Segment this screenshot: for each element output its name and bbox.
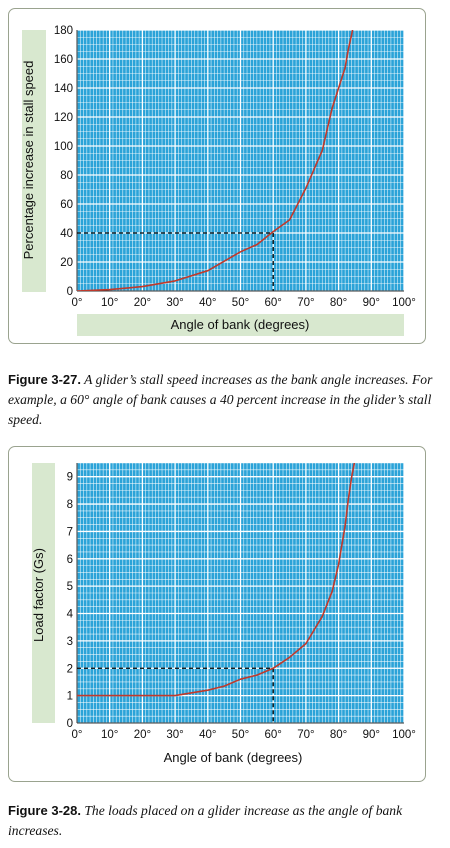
y-tick-label: 5: [67, 581, 73, 593]
x-tick-label: 50°: [232, 297, 249, 309]
figure-caption-3-28: Figure 3-28. The loads placed on a glide…: [8, 801, 433, 841]
y-tick-label: 40: [60, 228, 73, 240]
y-tick-label: 0: [67, 286, 73, 298]
y-tick-label: 7: [67, 526, 73, 538]
figure-caption-3-27: Figure 3-27. A glider’s stall speed incr…: [8, 370, 433, 430]
x-tick-label: 50°: [232, 729, 249, 741]
x-tick-label: 30°: [166, 297, 183, 309]
major-horizontal-grid: [77, 29, 404, 292]
x-tick-label: 40°: [199, 297, 216, 309]
y-tick-label: 9: [67, 472, 73, 484]
x-tick-label: 90°: [363, 297, 380, 309]
x-tick-label: 0°: [72, 729, 83, 741]
data-series-curve: [77, 30, 354, 291]
y-tick-label: 8: [67, 499, 73, 511]
y-axis-label: Percentage increase in stall speed: [21, 61, 36, 260]
x-tick-label: 10°: [101, 729, 118, 741]
x-axis-label: Angle of bank (degrees): [164, 750, 303, 765]
x-tick-label: 60°: [265, 297, 282, 309]
y-tick-label: 180: [54, 25, 73, 37]
y-tick-label: 120: [54, 112, 73, 124]
x-tick-label: 80°: [330, 297, 347, 309]
y-tick-label: 6: [67, 554, 73, 566]
x-axis-label: Angle of bank (degrees): [171, 317, 310, 332]
y-tick-label: 80: [60, 170, 73, 182]
major-vertical-grid: [76, 463, 405, 723]
y-tick-label: 60: [60, 199, 73, 211]
x-tick-label: 70°: [297, 729, 314, 741]
figure-label: Figure 3-27.: [8, 372, 81, 387]
x-tick-label: 100°: [392, 297, 416, 309]
y-tick-label: 20: [60, 257, 73, 269]
x-axis-label-panel: [77, 314, 404, 336]
x-tick-label: 60°: [265, 729, 282, 741]
y-tick-label: 2: [67, 663, 73, 675]
caption-text: A glider’s stall speed increases as the …: [8, 372, 433, 427]
x-tick-label: 80°: [330, 729, 347, 741]
y-tick-label: 1: [67, 691, 73, 703]
major-vertical-grid: [76, 30, 405, 291]
figure-label: Figure 3-28.: [8, 803, 81, 818]
y-axis-label: Load factor (Gs): [31, 548, 46, 642]
y-tick-label: 0: [67, 718, 73, 730]
x-tick-label: 20°: [134, 729, 151, 741]
x-tick-label: 30°: [166, 729, 183, 741]
data-series-curve: [77, 463, 356, 697]
x-tick-label: 10°: [101, 297, 118, 309]
y-tick-label: 140: [54, 83, 73, 95]
x-tick-label: 70°: [297, 297, 314, 309]
y-tick-label: 3: [67, 636, 73, 648]
x-tick-label: 90°: [363, 729, 380, 741]
x-tick-label: 20°: [134, 297, 151, 309]
y-axis-label-panel: [22, 30, 46, 292]
y-tick-label: 4: [67, 609, 74, 621]
x-tick-label: 40°: [199, 729, 216, 741]
y-axis-label-panel: [32, 463, 55, 723]
x-tick-label: 0°: [72, 297, 83, 309]
x-tick-label: 100°: [392, 729, 416, 741]
caption-text: The loads placed on a glider increase as…: [8, 803, 403, 838]
y-tick-label: 100: [54, 141, 73, 153]
y-tick-label: 160: [54, 54, 73, 66]
